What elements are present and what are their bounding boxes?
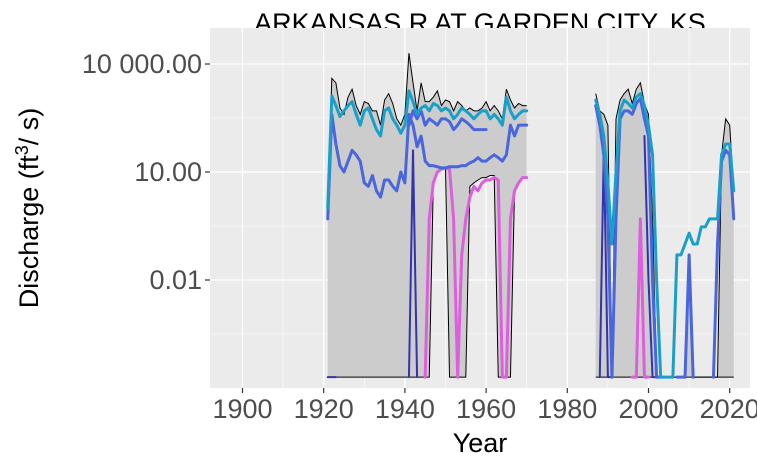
x-axis: 1900 1920 1940 1960 1980 2000 2020 bbox=[212, 388, 757, 424]
x-axis-title: Year bbox=[453, 428, 508, 458]
series-lines-layer bbox=[326, 89, 736, 379]
envelope-band bbox=[327, 53, 527, 378]
series-line-1 bbox=[630, 217, 650, 379]
series-line-4 bbox=[326, 89, 529, 210]
series-line-2 bbox=[407, 149, 419, 379]
y-axis-title-prefix: Discharge (ft bbox=[14, 155, 44, 309]
envelope-min-line bbox=[327, 167, 527, 378]
x-tick-label: 2020 bbox=[700, 394, 757, 424]
y-tick-label: 10.00 bbox=[134, 157, 202, 187]
y-axis-title-sup: 3 bbox=[12, 145, 32, 155]
series-line-3 bbox=[407, 109, 488, 132]
series-line-3 bbox=[675, 253, 695, 379]
y-axis-title-suffix: / s) bbox=[14, 108, 44, 146]
x-tick-label: 1900 bbox=[212, 394, 272, 424]
y-tick-label: 10 000.00 bbox=[82, 49, 202, 79]
y-axis-title: Discharge (ft3/ s) bbox=[12, 108, 44, 309]
envelope-band bbox=[595, 82, 734, 378]
x-tick-label: 1980 bbox=[537, 394, 597, 424]
x-tick-label: 1920 bbox=[294, 394, 354, 424]
x-tick-label: 2000 bbox=[618, 394, 678, 424]
series-line-4 bbox=[594, 92, 736, 379]
x-tick-label: 1940 bbox=[375, 394, 435, 424]
envelope-max-line bbox=[327, 53, 527, 209]
x-tick-label: 1960 bbox=[456, 394, 516, 424]
series-line-2 bbox=[598, 145, 613, 379]
series-line-3 bbox=[326, 112, 529, 221]
series-line-3 bbox=[594, 97, 663, 379]
y-tick-label: 0.01 bbox=[149, 265, 202, 295]
series-line-2 bbox=[643, 135, 658, 379]
y-axis: 0.01 10.00 10 000.00 bbox=[82, 49, 210, 295]
